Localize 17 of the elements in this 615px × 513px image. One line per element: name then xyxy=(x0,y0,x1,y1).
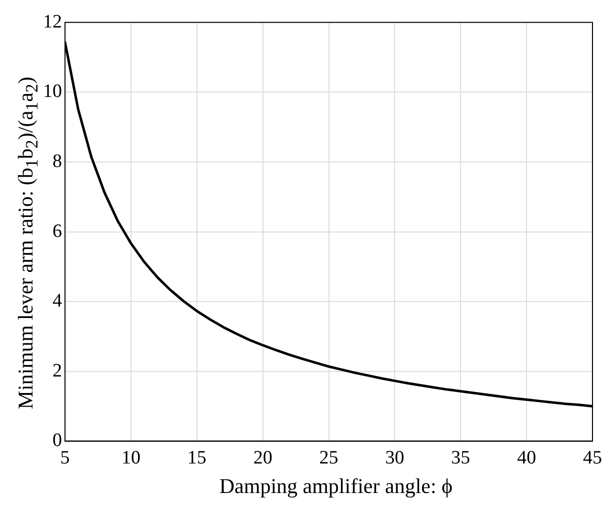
x-tick-label: 10 xyxy=(121,448,140,469)
x-axis-title: Damping amplifier angle: ϕ xyxy=(218,474,454,499)
x-tick-label: 5 xyxy=(60,448,70,469)
y-tick-label: 10 xyxy=(43,81,62,102)
y-tick-label: 4 xyxy=(52,290,62,312)
x-tick-label: 25 xyxy=(319,448,338,469)
y-tick-label: 6 xyxy=(52,220,62,242)
y-tick-label: 8 xyxy=(52,150,62,172)
y-tick-label: 12 xyxy=(43,11,62,32)
y-tick-label: 2 xyxy=(52,360,62,382)
x-tick-label: 45 xyxy=(583,448,602,469)
y-tick-label: 0 xyxy=(52,430,62,452)
x-tick-label: 40 xyxy=(517,448,536,469)
x-tick-label: 35 xyxy=(451,448,470,469)
x-tick-label: 30 xyxy=(385,448,404,469)
x-tick-label: 15 xyxy=(187,448,206,469)
x-tick-label: 20 xyxy=(253,448,272,469)
